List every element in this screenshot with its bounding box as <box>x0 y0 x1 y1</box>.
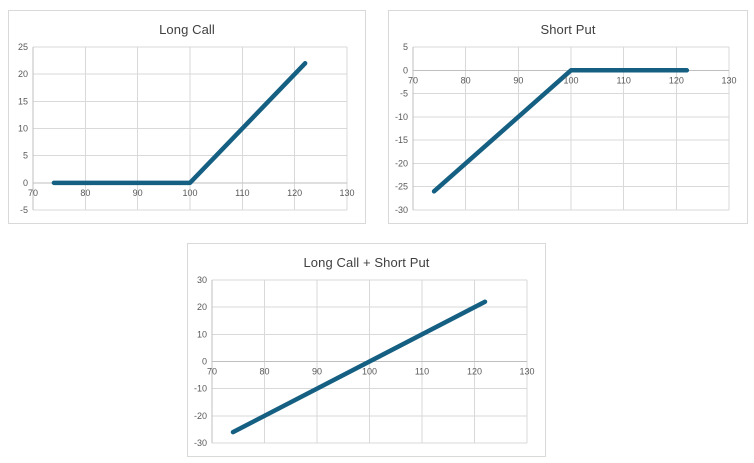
y-tick-label: -15 <box>395 135 408 145</box>
x-tick-label: 120 <box>287 188 302 198</box>
x-tick-label: 80 <box>259 367 269 377</box>
x-tick-label: 110 <box>235 188 249 198</box>
x-tick-label: 70 <box>28 188 38 198</box>
y-tick-label: 0 <box>202 357 207 367</box>
x-tick-label: 90 <box>513 75 523 85</box>
x-tick-label: 110 <box>616 75 630 85</box>
x-tick-label: 130 <box>721 75 736 85</box>
y-tick-label: 0 <box>23 178 28 188</box>
x-tick-label: 70 <box>207 367 217 377</box>
x-tick-label: 80 <box>80 188 90 198</box>
y-tick-label: 10 <box>18 124 28 134</box>
x-tick-label: 90 <box>312 367 322 377</box>
x-tick-label: 130 <box>339 188 354 198</box>
long-call-plot-area: 25 20 15 10 5 0 -570 80 90 100 110 120 130 <box>18 42 355 215</box>
y-tick-label: -5 <box>20 205 28 215</box>
y-tick-label: -25 <box>395 182 408 192</box>
y-tick-label: 25 <box>18 42 28 52</box>
chart-long-call-plus-short-put[interactable]: 30 20 10 0 -10 -20 -30 70 80 90 100 110 120 130 Long … <box>187 243 546 457</box>
payoff-line-series <box>51 61 308 186</box>
y-tick-label: 15 <box>18 96 28 106</box>
x-tick-label: 100 <box>182 188 197 198</box>
payoff-line-series <box>431 68 690 194</box>
y-tick-label: 0 <box>403 65 408 75</box>
y-tick-label: -5 <box>400 89 408 99</box>
y-tick-label: 30 <box>197 275 207 285</box>
y-tick-label: -10 <box>395 112 408 122</box>
chart-short-put[interactable]: 5 0 -5 -10 -15 -20 -25 -30 70 80 90 100 110 120 130 Sh… <box>388 10 748 224</box>
x-tick-label: 130 <box>519 367 534 377</box>
y-tick-label: -10 <box>194 384 207 394</box>
y-tick-label: 5 <box>403 42 408 52</box>
x-tick-label: 90 <box>133 188 143 198</box>
chart-title-long-call: Long Call <box>159 22 215 37</box>
y-tick-label: 5 <box>23 151 28 161</box>
y-tick-label: -30 <box>194 438 207 448</box>
chart-long-call[interactable]: 25 20 15 10 5 0 -5 70 80 90 100 110 120 130 Long Call <box>8 10 366 224</box>
y-tick-label: -30 <box>395 205 408 215</box>
x-tick-label: 80 <box>461 75 471 85</box>
chart-title-combined: Long Call + Short Put <box>303 255 430 270</box>
y-tick-label: -20 <box>194 411 207 421</box>
payoff-line-series <box>230 299 488 435</box>
x-tick-label: 70 <box>408 75 418 85</box>
y-tick-label: 20 <box>18 69 28 79</box>
y-tick-label: 20 <box>197 302 207 312</box>
short-put-plot-area: 5 0 -5 -10 -15 -20 -25 -30 70 80 90 100 110 120 130 <box>395 42 737 215</box>
x-tick-label: 120 <box>669 75 684 85</box>
x-tick-label: 120 <box>467 367 482 377</box>
x-tick-label: 100 <box>563 75 578 85</box>
y-tick-label: 10 <box>197 329 207 339</box>
y-tick-label: -20 <box>395 158 408 168</box>
x-tick-label: 110 <box>415 367 429 377</box>
chart-title-short-put: Short Put <box>540 22 596 37</box>
x-tick-label: 100 <box>362 367 377 377</box>
